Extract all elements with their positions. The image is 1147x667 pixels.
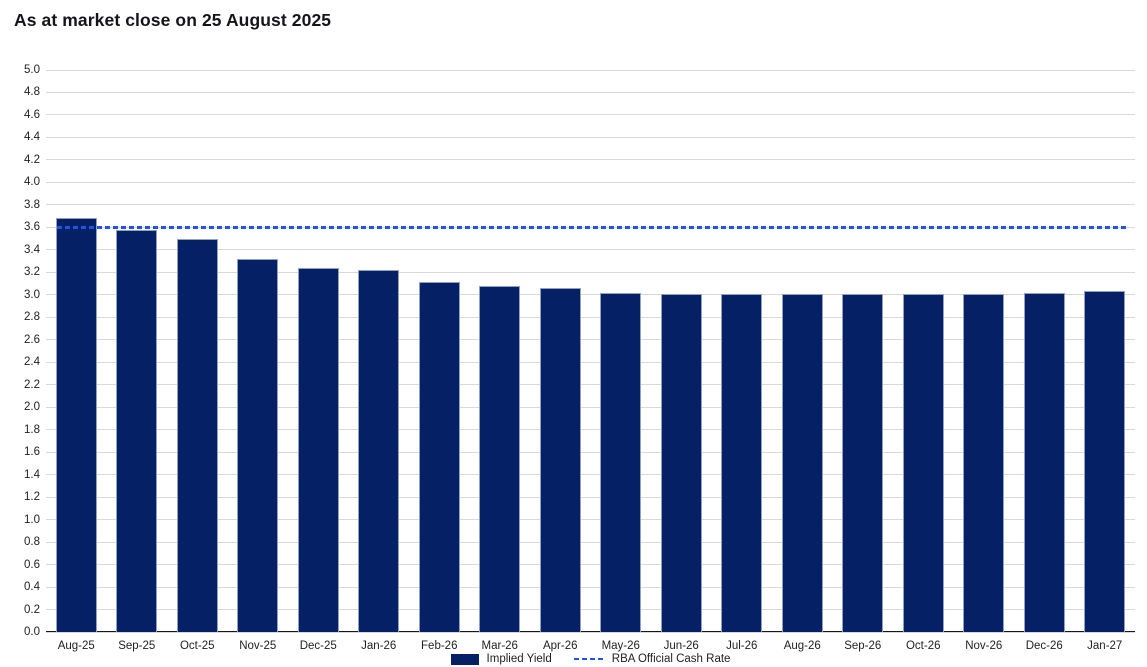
gridline xyxy=(46,564,1135,566)
bar-nov-25 xyxy=(237,258,279,632)
y-tick-label: 5.0 xyxy=(24,64,40,76)
legend-implied-yield-label: Implied Yield xyxy=(486,653,552,665)
gridline xyxy=(46,451,1135,453)
x-tick-label: Feb-26 xyxy=(421,640,458,652)
legend-dashed-line-icon xyxy=(573,657,604,661)
x-tick-label: Jun-26 xyxy=(663,640,699,652)
y-tick-label: 1.6 xyxy=(24,446,40,459)
chart-title: As at market close on 25 August 2025 xyxy=(14,10,332,30)
gridline xyxy=(46,586,1135,588)
gridline xyxy=(46,361,1135,363)
y-tick-label: 4.8 xyxy=(24,86,40,99)
gridline xyxy=(46,429,1135,431)
gridline xyxy=(46,204,1135,206)
bar-aug-26 xyxy=(781,293,823,632)
gridline xyxy=(46,159,1135,161)
bar-jan-27 xyxy=(1084,291,1126,632)
y-tick-label: 1.8 xyxy=(24,423,40,436)
x-tick-label: Oct-25 xyxy=(179,640,215,652)
bar-jul-26 xyxy=(721,293,763,632)
legend: Implied Yield RBA Official Cash Rate xyxy=(46,653,1135,665)
gridline xyxy=(46,541,1135,543)
y-tick-label: 1.2 xyxy=(24,491,40,504)
y-tick-label: 2.2 xyxy=(24,378,40,391)
bar-dec-26 xyxy=(1023,292,1065,632)
gridline xyxy=(46,271,1135,273)
y-tick-label: 2.6 xyxy=(24,333,40,346)
x-tick-label: Dec-25 xyxy=(299,640,337,652)
gridline xyxy=(46,136,1135,138)
gridline xyxy=(46,519,1135,521)
y-tick-label: 3.6 xyxy=(24,221,40,234)
x-tick-label: Jul-26 xyxy=(726,640,758,652)
bar-aug-25 xyxy=(55,218,97,632)
y-tick-label: 1.4 xyxy=(24,468,40,481)
bar-feb-26 xyxy=(418,282,460,632)
bar-jan-26 xyxy=(358,270,400,632)
plot-area xyxy=(46,69,1135,633)
bar-sep-26 xyxy=(842,293,884,632)
y-tick-label: 2.8 xyxy=(24,311,40,324)
gridline xyxy=(46,114,1135,116)
x-tick-label: May-26 xyxy=(601,640,640,652)
legend-bar-swatch-icon xyxy=(450,653,479,665)
y-tick-label: 3.2 xyxy=(24,266,40,279)
gridline xyxy=(46,406,1135,408)
gridline xyxy=(46,339,1135,341)
y-tick-label: 0.0 xyxy=(24,626,40,638)
y-tick-label: 4.0 xyxy=(24,176,40,189)
legend-cash-rate-label: RBA Official Cash Rate xyxy=(611,653,731,665)
x-tick-label: Nov-26 xyxy=(965,640,1003,652)
bar-oct-25 xyxy=(176,238,218,632)
x-tick-label: Apr-26 xyxy=(542,640,578,652)
x-tick-label: Aug-26 xyxy=(783,640,821,652)
gridline xyxy=(46,91,1135,93)
x-tick-label: Dec-26 xyxy=(1025,640,1063,652)
rba-cash-rate-line xyxy=(57,226,1129,229)
gridline xyxy=(46,474,1135,476)
y-tick-label: 4.4 xyxy=(24,131,40,144)
bar-nov-26 xyxy=(963,293,1005,632)
bar-apr-26 xyxy=(539,288,581,632)
y-axis-labels: 0.0 0.2 0.4 0.6 0.8 1.0 1.2 1.4 1.6 1.8 2.0 2.2 2.4 2… xyxy=(0,64,40,638)
x-tick-label: Mar-26 xyxy=(481,640,518,652)
y-tick-label: 0.4 xyxy=(24,581,40,594)
y-tick-label: 1.0 xyxy=(24,513,40,526)
gridline xyxy=(46,249,1135,251)
y-tick-label: 4.6 xyxy=(24,108,40,121)
y-tick-label: 4.2 xyxy=(24,153,40,166)
gridline xyxy=(46,181,1135,183)
bar-mar-26 xyxy=(479,285,521,632)
y-tick-label: 2.4 xyxy=(24,356,40,369)
bar-jun-26 xyxy=(660,293,702,632)
bar-may-26 xyxy=(600,292,642,632)
bar-sep-25 xyxy=(116,229,158,632)
gridline xyxy=(46,384,1135,386)
y-tick-label: 3.8 xyxy=(24,198,40,211)
gridline xyxy=(46,294,1135,296)
x-tick-label: Nov-25 xyxy=(239,640,277,652)
x-tick-label: Oct-26 xyxy=(905,640,941,652)
y-tick-label: 0.2 xyxy=(24,603,40,616)
y-tick-label: 2.0 xyxy=(24,401,40,414)
x-tick-label: Jan-27 xyxy=(1087,640,1123,652)
gridline xyxy=(46,631,1135,633)
x-tick-label: Sep-26 xyxy=(844,640,882,652)
y-tick-label: 0.6 xyxy=(24,558,40,571)
gridline xyxy=(46,609,1135,611)
gridline xyxy=(46,69,1135,71)
bar-dec-25 xyxy=(297,267,339,632)
x-axis-labels: Aug-25 Sep-25 Oct-25 Nov-25 Dec-25 Jan-26 Feb-… xyxy=(46,640,1135,656)
y-tick-label: 0.8 xyxy=(24,536,40,549)
x-tick-label: Sep-25 xyxy=(118,640,156,652)
gridline xyxy=(46,316,1135,318)
y-tick-label: 3.4 xyxy=(24,243,40,256)
x-tick-label: Jan-26 xyxy=(361,640,397,652)
x-tick-label: Aug-25 xyxy=(57,640,95,652)
bar-oct-26 xyxy=(902,293,944,632)
gridline xyxy=(46,496,1135,498)
y-tick-label: 3.0 xyxy=(24,288,40,301)
